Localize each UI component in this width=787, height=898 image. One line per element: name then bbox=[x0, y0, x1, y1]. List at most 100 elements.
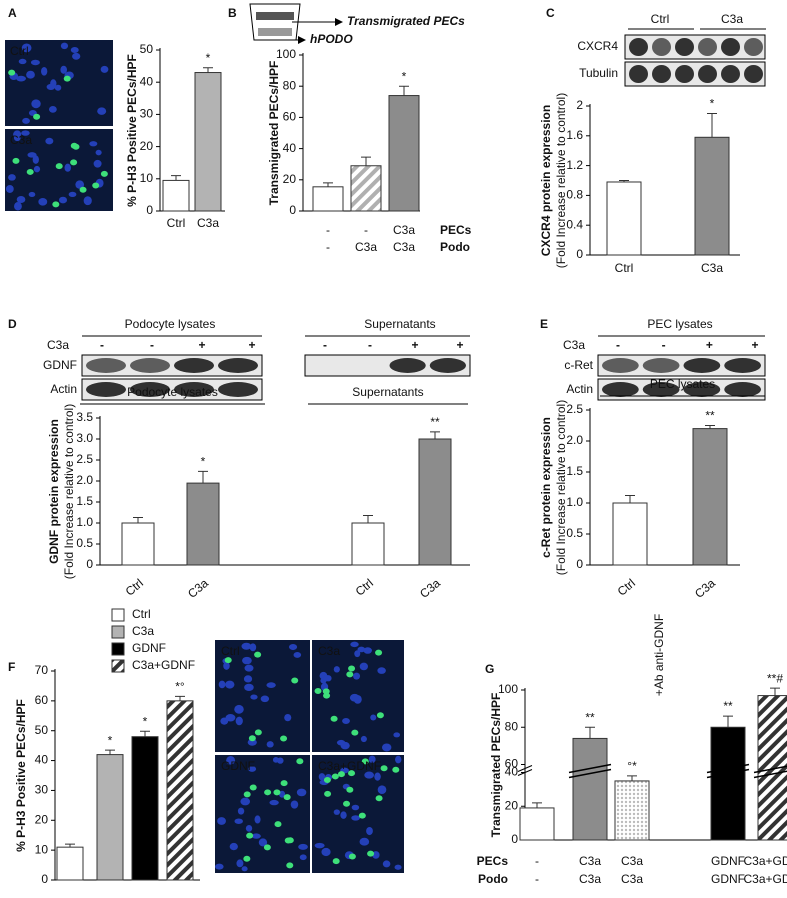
y-tick-label: 30 bbox=[35, 783, 49, 797]
nucleus bbox=[357, 646, 366, 653]
bar-break bbox=[568, 763, 612, 779]
row-label: - bbox=[326, 240, 330, 254]
y-tick-label: 1.0 bbox=[566, 495, 583, 509]
positive-nucleus bbox=[249, 784, 257, 791]
positive-nucleus bbox=[346, 786, 354, 793]
positive-nucleus bbox=[224, 657, 232, 664]
positive-nucleus bbox=[55, 163, 63, 170]
nucleus bbox=[254, 815, 261, 824]
blot-group: Ctrl bbox=[651, 12, 670, 26]
y-tick-label: 0.8 bbox=[566, 188, 583, 202]
nucleus bbox=[366, 826, 373, 836]
nucleus bbox=[368, 755, 376, 764]
row-label: GDNF bbox=[711, 854, 745, 868]
row-label: C3a+GDNF bbox=[743, 854, 787, 868]
nucleus bbox=[48, 106, 57, 113]
significance: ** bbox=[723, 699, 733, 713]
positive-nucleus bbox=[273, 789, 281, 796]
positive-nucleus bbox=[263, 844, 271, 851]
nucleus bbox=[100, 65, 109, 73]
y-tick-label: 1.0 bbox=[76, 515, 93, 529]
positive-nucleus bbox=[351, 729, 359, 736]
x-tick-label: Ctrl bbox=[353, 576, 376, 599]
significance: ** bbox=[705, 409, 715, 423]
bar bbox=[388, 95, 420, 212]
nucleus bbox=[359, 662, 369, 671]
x-tick-label: Ctrl bbox=[615, 576, 638, 599]
y-axis-sublabel: (Fold Increase relative to control) bbox=[554, 400, 568, 575]
image-label: C3a bbox=[318, 644, 340, 658]
y-tick-label: 0 bbox=[41, 872, 48, 886]
nucleus bbox=[349, 693, 360, 702]
nucleus bbox=[258, 838, 268, 847]
y-tick-label: 0 bbox=[576, 247, 583, 261]
nucleus bbox=[64, 163, 71, 172]
blot-band bbox=[744, 38, 763, 56]
nucleus bbox=[354, 650, 361, 658]
row-label: C3a bbox=[393, 240, 415, 254]
nucleus bbox=[21, 43, 32, 53]
x-tick-label: C3a bbox=[417, 576, 443, 601]
nucleus bbox=[13, 134, 21, 142]
nucleus bbox=[266, 741, 274, 748]
positive-nucleus bbox=[243, 855, 251, 862]
blot-band bbox=[698, 65, 717, 83]
nucleus bbox=[353, 672, 361, 680]
significance: * bbox=[710, 97, 715, 111]
positive-nucleus bbox=[323, 777, 331, 784]
positive-nucleus bbox=[291, 677, 299, 684]
error-bar bbox=[399, 85, 409, 96]
nucleus bbox=[325, 675, 332, 682]
nucleus bbox=[16, 75, 26, 82]
blot-sign: - bbox=[150, 338, 154, 352]
nucleus bbox=[46, 83, 56, 90]
significance: ** bbox=[585, 710, 595, 724]
nucleus bbox=[284, 713, 292, 722]
error-bar bbox=[171, 175, 181, 181]
y-tick-label: 20 bbox=[140, 139, 154, 153]
error-bar bbox=[140, 730, 150, 737]
legend-swatch bbox=[111, 659, 125, 673]
blot-band bbox=[675, 38, 694, 56]
blot bbox=[81, 354, 263, 377]
error-bar bbox=[105, 749, 115, 755]
nucleus bbox=[260, 695, 270, 703]
blot-sign: + bbox=[706, 338, 713, 352]
blot-band bbox=[130, 382, 170, 397]
y-tick-label: 2 bbox=[576, 98, 583, 112]
bar bbox=[312, 186, 344, 212]
positive-nucleus bbox=[280, 735, 288, 742]
blot-group: C3a bbox=[721, 12, 743, 26]
blot bbox=[81, 378, 263, 401]
group-label: Supernatants bbox=[352, 385, 423, 399]
blot-row-label: Actin bbox=[566, 382, 593, 396]
nucleus bbox=[320, 677, 327, 684]
schematic-label: hPODO bbox=[310, 32, 353, 46]
nucleus bbox=[234, 704, 244, 714]
y-tick-label: 40 bbox=[35, 753, 49, 767]
significance: * bbox=[206, 51, 211, 65]
y-tick-label: 60 bbox=[35, 693, 49, 707]
error-bar bbox=[323, 182, 333, 187]
positive-nucleus bbox=[323, 692, 331, 699]
panel-letter: D bbox=[8, 317, 17, 331]
bar bbox=[56, 846, 84, 881]
blot-band bbox=[86, 358, 126, 373]
y-tick-label: 0 bbox=[86, 557, 93, 571]
nucleus bbox=[97, 107, 107, 115]
nucleus bbox=[342, 717, 350, 724]
nucleus bbox=[241, 642, 252, 650]
nucleus bbox=[244, 683, 254, 692]
blot-band bbox=[652, 65, 671, 83]
row-label: C3a bbox=[355, 240, 377, 254]
nucleus bbox=[72, 52, 81, 60]
schematic-label: Transmigrated PECs bbox=[347, 14, 465, 28]
error-bar bbox=[707, 112, 717, 138]
nucleus bbox=[60, 65, 68, 74]
y-tick-label: 50 bbox=[35, 723, 49, 737]
nucleus bbox=[393, 732, 401, 738]
group-label: PEC lysates bbox=[650, 377, 715, 391]
bar bbox=[692, 428, 728, 566]
nucleus bbox=[70, 47, 79, 53]
y-axis-label: % P-H3 Positive PECs/HPF bbox=[14, 699, 28, 852]
